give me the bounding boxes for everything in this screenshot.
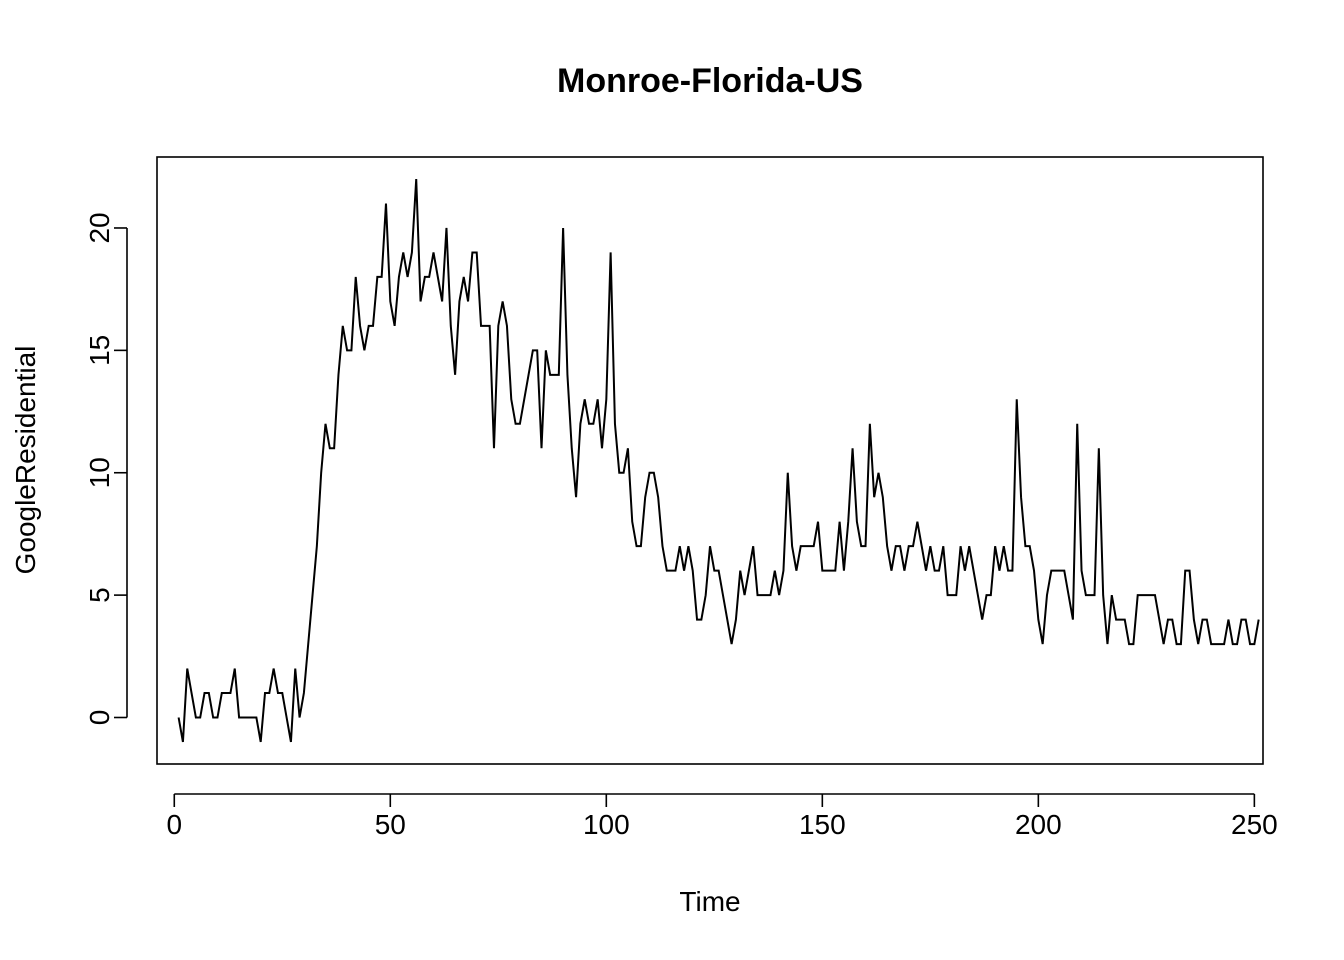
y-tick-label: 20 [84, 212, 115, 243]
y-tick-label: 10 [84, 457, 115, 488]
x-axis-label: Time [679, 886, 740, 917]
x-tick-label: 0 [166, 809, 182, 840]
x-axis: 0 50 100 150 200 250 [166, 793, 1278, 840]
chart-title: Monroe-Florida-US [557, 62, 863, 100]
x-tick-label: 50 [375, 809, 406, 840]
y-tick-label: 5 [84, 587, 115, 603]
y-axis: 0 5 10 15 20 [84, 212, 128, 726]
x-tick-label: 250 [1231, 809, 1278, 840]
x-tick-label: 200 [1015, 809, 1062, 840]
y-axis-label: GoogleResidential [10, 346, 41, 575]
plot-frame [156, 156, 1264, 765]
x-tick-label: 150 [799, 809, 846, 840]
x-tick-label: 100 [583, 809, 630, 840]
y-tick-label: 0 [84, 710, 115, 726]
y-tick-label: 15 [84, 335, 115, 366]
series-line-google-residential [177, 178, 1260, 743]
